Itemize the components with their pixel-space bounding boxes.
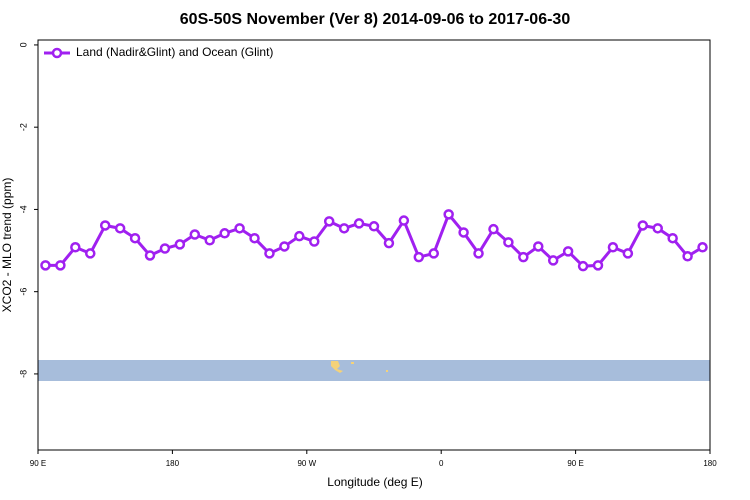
data-point bbox=[40, 260, 51, 271]
data-point bbox=[518, 251, 529, 263]
data-point bbox=[189, 229, 201, 240]
x-tick-label: 90 E bbox=[30, 459, 46, 468]
y-axis-label: XCO2 - MLO trend (ppm) bbox=[0, 178, 14, 313]
data-point bbox=[667, 232, 678, 244]
data-point bbox=[264, 248, 275, 259]
data-point bbox=[159, 243, 171, 254]
data-point bbox=[413, 251, 425, 263]
data-point bbox=[234, 223, 245, 234]
data-point bbox=[503, 237, 514, 248]
data-point bbox=[398, 215, 410, 226]
x-tick-label: 180 bbox=[703, 459, 717, 468]
land-patch bbox=[331, 361, 343, 373]
y-tick-label: -8 bbox=[18, 370, 28, 378]
data-point bbox=[443, 209, 454, 220]
x-tick-label: 180 bbox=[166, 459, 180, 468]
data-point bbox=[488, 223, 499, 235]
x-tick-label: 0 bbox=[439, 459, 444, 468]
data-point bbox=[294, 230, 305, 242]
x-tick-label: 90 W bbox=[297, 459, 316, 468]
data-point bbox=[249, 232, 260, 244]
plot-frame bbox=[37, 39, 711, 451]
data-point bbox=[85, 248, 96, 259]
data-point bbox=[323, 216, 335, 227]
data-point bbox=[55, 260, 66, 271]
land-patch bbox=[386, 370, 388, 372]
data-point bbox=[607, 242, 619, 253]
data-point bbox=[652, 223, 663, 234]
data-point bbox=[70, 242, 81, 253]
x-axis-label: Longitude (deg E) bbox=[327, 475, 422, 489]
chart-title: 60S-50S November (Ver 8) 2014-09-06 to 2… bbox=[180, 11, 571, 28]
data-point bbox=[99, 220, 111, 231]
data-point bbox=[279, 241, 290, 252]
data-point bbox=[697, 242, 708, 253]
data-point bbox=[577, 260, 589, 272]
data-point bbox=[547, 255, 559, 266]
data-point bbox=[144, 250, 156, 261]
data-point bbox=[682, 251, 693, 262]
legend-marker bbox=[51, 47, 63, 59]
y-tick-label: -6 bbox=[18, 288, 28, 296]
data-point bbox=[622, 248, 634, 259]
data-point bbox=[637, 220, 649, 231]
data-point bbox=[204, 235, 215, 246]
data-point bbox=[458, 227, 469, 238]
data-point bbox=[338, 223, 350, 234]
land-patch bbox=[351, 362, 354, 364]
data-point bbox=[383, 237, 395, 249]
data-point bbox=[473, 248, 484, 259]
data-point bbox=[114, 223, 126, 234]
y-tick-label: -4 bbox=[18, 205, 28, 213]
x-tick-label: 90 E bbox=[567, 459, 583, 468]
data-point bbox=[174, 239, 186, 250]
y-tick-label: 0 bbox=[18, 42, 28, 47]
legend-label: Land (Nadir&Glint) and Ocean (Glint) bbox=[76, 45, 273, 59]
data-point bbox=[353, 218, 365, 229]
data-point bbox=[309, 236, 320, 247]
data-point bbox=[368, 221, 380, 232]
data-point bbox=[562, 246, 574, 257]
data-point bbox=[129, 232, 141, 244]
data-point bbox=[592, 260, 604, 271]
data-point bbox=[428, 248, 439, 259]
data-point bbox=[533, 241, 544, 252]
map-strip bbox=[38, 360, 710, 381]
y-tick-label: -2 bbox=[18, 123, 28, 131]
data-point bbox=[219, 228, 230, 239]
